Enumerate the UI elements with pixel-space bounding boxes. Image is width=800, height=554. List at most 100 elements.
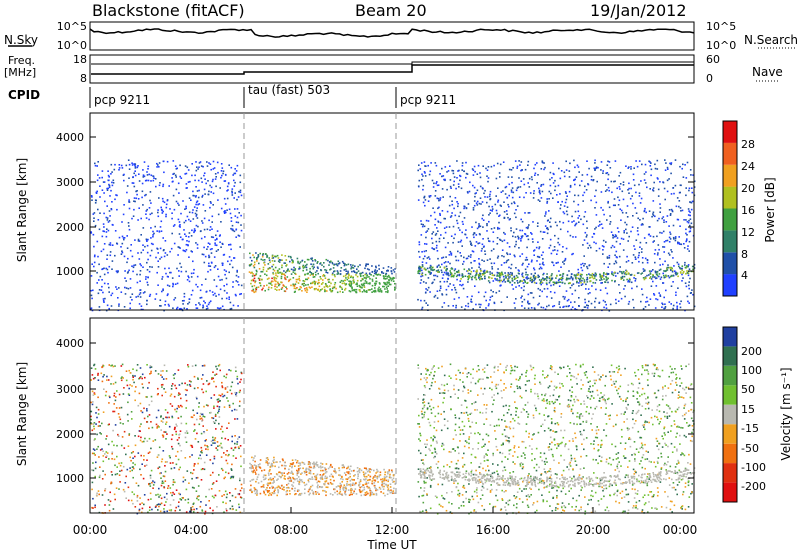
power-echo-2364: [524, 268, 527, 271]
velocity-echo-999: [281, 458, 284, 460]
freq-label-1: Freq.: [8, 54, 35, 67]
velocity-echo-543: [104, 394, 107, 397]
power-echo-282: [121, 167, 124, 169]
power-echo-2205: [492, 231, 495, 233]
velocity-echo-301: [172, 499, 175, 501]
power-echo-2292: [423, 225, 426, 228]
power-echo-3320: [605, 276, 607, 278]
power-echo-1812: [590, 199, 592, 202]
power-echo-196: [105, 231, 108, 233]
power-echo-2802: [527, 160, 530, 163]
power-echo-261: [204, 278, 207, 280]
power-echo-1353: [256, 257, 258, 259]
power-echo-2684: [595, 250, 598, 252]
power-echo-3574: [555, 282, 558, 285]
velocity-echo-547: [111, 364, 113, 367]
power-echo-75: [196, 207, 198, 209]
velocity-echo-713: [165, 501, 167, 503]
power-echo-2577: [458, 169, 460, 172]
velocity-echo-1052: [273, 492, 276, 494]
power-echo-1755: [511, 284, 513, 286]
power-echo-3129: [546, 202, 548, 204]
velocity-echo-1215: [350, 489, 352, 491]
power-echo-3233: [453, 274, 455, 277]
velocity-echo-444: [220, 442, 222, 445]
power-echo-3037: [632, 215, 634, 217]
velocity-echo-468: [212, 371, 214, 373]
power-echo-1153: [287, 255, 290, 258]
power-echo-3084: [675, 294, 677, 296]
power-echo-1711: [601, 282, 603, 284]
power-echo-2912: [490, 165, 493, 168]
power-echo-3591: [648, 274, 650, 276]
velocity-echo-797: [185, 394, 187, 396]
power-echo-800: [158, 162, 161, 164]
power-echo-2216: [614, 236, 616, 238]
velocity-echo-165: [164, 465, 166, 467]
velocity-echo-453: [172, 479, 175, 481]
power-echo-3268: [593, 277, 596, 279]
velocity-echo-281: [95, 494, 98, 497]
velocity-echo-816: [238, 493, 241, 496]
power-echo-1319: [302, 265, 304, 268]
power-echo-413: [195, 195, 197, 197]
power-echo-2231: [567, 298, 570, 301]
velocity-echo-740: [151, 508, 153, 511]
velocity-echo-278: [173, 467, 176, 469]
velocity-echo-801: [225, 509, 228, 512]
power-echo-3451: [601, 278, 603, 281]
power-echo-2793: [570, 308, 573, 311]
velocity-echo-1116: [373, 482, 376, 484]
power-echo-1121: [342, 275, 345, 278]
power-echo-506: [155, 256, 157, 259]
power-echo-367: [92, 213, 95, 215]
power-echo-1834: [559, 228, 562, 231]
power-echo-243: [141, 196, 143, 199]
power-echo-1356: [251, 271, 253, 274]
power-echo-1802: [467, 192, 469, 194]
velocity-echo-151: [120, 406, 123, 409]
power-echo-1191: [309, 274, 312, 276]
power-echo-2221: [438, 264, 440, 266]
velocity-echo-1143: [334, 470, 336, 473]
velocity-echo-200: [149, 506, 151, 509]
power-echo-770: [178, 204, 180, 206]
power-echo-3334: [556, 275, 558, 277]
power-echo-3556: [574, 275, 577, 277]
velocity-echo-129: [158, 496, 160, 498]
velocity-echo-669: [229, 477, 232, 480]
velocity-echo-1102: [269, 481, 272, 484]
power-echo-1949: [498, 290, 501, 292]
velocity-echo-866: [145, 464, 148, 466]
power-echo-1781: [558, 303, 560, 305]
power-echo-1899: [441, 175, 443, 178]
velocity-echo-783: [101, 448, 103, 450]
power-echo-1418: [350, 281, 353, 283]
power-echo-1985: [663, 307, 665, 310]
power-echo-881: [186, 279, 189, 281]
power-echo-310: [133, 197, 136, 199]
power-echo-726: [136, 273, 138, 276]
power-echo-3248: [433, 268, 436, 271]
power-echo-330: [213, 256, 216, 258]
power-echo-2761: [553, 246, 556, 248]
power-echo-3074: [515, 298, 517, 300]
power-echo-2265: [459, 211, 462, 214]
power-echo-1780: [493, 164, 495, 167]
power-echo-129: [212, 294, 215, 296]
power-echo-10: [128, 199, 130, 201]
power-echo-853: [184, 165, 187, 167]
power-echo-3367: [672, 275, 675, 277]
power-echo-3515: [560, 277, 562, 280]
power-echo-242: [107, 229, 110, 232]
velocity-echo-65: [185, 441, 188, 443]
velocity-echo-824: [93, 425, 95, 428]
velocity-echo-542: [215, 480, 218, 482]
velocity-echo-244: [193, 487, 195, 489]
power-echo-409: [150, 237, 152, 239]
power-echo-1285: [310, 272, 313, 274]
velocity-echo-520: [195, 477, 198, 479]
power-echo-747: [240, 293, 242, 295]
power-echo-2075: [433, 296, 436, 298]
velocity-echo-805: [147, 511, 149, 514]
